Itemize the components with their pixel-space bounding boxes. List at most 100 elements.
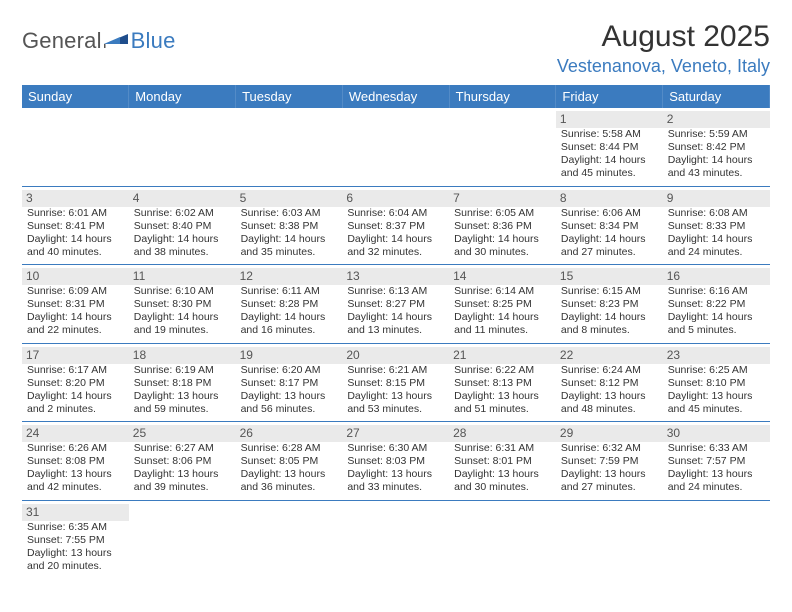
calendar-cell: 6Sunrise: 6:04 AMSunset: 8:37 PMDaylight… [342,186,449,265]
sunrise-text: Sunrise: 6:33 AM [668,442,765,455]
brand-logo: General Blue [22,28,176,54]
day1-text: Daylight: 13 hours [561,468,658,481]
day2-text: and 48 minutes. [561,403,658,416]
sunrise-text: Sunrise: 6:32 AM [561,442,658,455]
calendar-cell: 23Sunrise: 6:25 AMSunset: 8:10 PMDayligh… [663,343,770,422]
weekday-header: Wednesday [342,85,449,108]
day1-text: Daylight: 14 hours [454,311,551,324]
sunrise-text: Sunrise: 6:16 AM [668,285,765,298]
calendar-cell: 24Sunrise: 6:26 AMSunset: 8:08 PMDayligh… [22,422,129,501]
day1-text: Daylight: 14 hours [241,311,338,324]
sunrise-text: Sunrise: 6:30 AM [347,442,444,455]
day2-text: and 8 minutes. [561,324,658,337]
sunrise-text: Sunrise: 6:25 AM [668,364,765,377]
day2-text: and 2 minutes. [27,403,124,416]
calendar-cell: 25Sunrise: 6:27 AMSunset: 8:06 PMDayligh… [129,422,236,501]
day-number: 11 [129,268,236,285]
day-number: 1 [556,111,663,128]
sunset-text: Sunset: 8:28 PM [241,298,338,311]
day1-text: Daylight: 13 hours [241,468,338,481]
day2-text: and 30 minutes. [454,481,551,494]
calendar-cell: 29Sunrise: 6:32 AMSunset: 7:59 PMDayligh… [556,422,663,501]
sunrise-text: Sunrise: 6:31 AM [454,442,551,455]
weekday-header-row: Sunday Monday Tuesday Wednesday Thursday… [22,85,770,108]
brand-part2: Blue [131,28,176,54]
sunrise-text: Sunrise: 6:20 AM [241,364,338,377]
sunrise-text: Sunrise: 6:24 AM [561,364,658,377]
sunrise-text: Sunrise: 6:26 AM [27,442,124,455]
weekday-header: Monday [129,85,236,108]
day1-text: Daylight: 14 hours [241,233,338,246]
calendar-body: 1Sunrise: 5:58 AMSunset: 8:44 PMDaylight… [22,108,770,578]
day1-text: Daylight: 13 hours [27,468,124,481]
brand-part1: General [22,28,102,54]
weekday-header: Sunday [22,85,129,108]
calendar-cell: 10Sunrise: 6:09 AMSunset: 8:31 PMDayligh… [22,265,129,344]
day1-text: Daylight: 14 hours [134,233,231,246]
calendar-week: 31Sunrise: 6:35 AMSunset: 7:55 PMDayligh… [22,500,770,578]
sunset-text: Sunset: 8:03 PM [347,455,444,468]
calendar-cell: 27Sunrise: 6:30 AMSunset: 8:03 PMDayligh… [342,422,449,501]
calendar-cell [556,500,663,578]
day2-text: and 24 minutes. [668,481,765,494]
calendar-table: Sunday Monday Tuesday Wednesday Thursday… [22,85,770,578]
day-number: 9 [663,190,770,207]
sunset-text: Sunset: 8:37 PM [347,220,444,233]
calendar-cell: 26Sunrise: 6:28 AMSunset: 8:05 PMDayligh… [236,422,343,501]
calendar-cell: 4Sunrise: 6:02 AMSunset: 8:40 PMDaylight… [129,186,236,265]
calendar-cell [663,500,770,578]
calendar-cell: 13Sunrise: 6:13 AMSunset: 8:27 PMDayligh… [342,265,449,344]
sunset-text: Sunset: 8:18 PM [134,377,231,390]
weekday-header: Tuesday [236,85,343,108]
day-number: 3 [22,190,129,207]
calendar-cell: 20Sunrise: 6:21 AMSunset: 8:15 PMDayligh… [342,343,449,422]
sunset-text: Sunset: 8:30 PM [134,298,231,311]
calendar-cell: 8Sunrise: 6:06 AMSunset: 8:34 PMDaylight… [556,186,663,265]
sunset-text: Sunset: 8:12 PM [561,377,658,390]
day2-text: and 39 minutes. [134,481,231,494]
day-number: 15 [556,268,663,285]
calendar-cell [236,108,343,186]
day2-text: and 42 minutes. [27,481,124,494]
calendar-cell [129,108,236,186]
calendar-cell [342,108,449,186]
day-number: 27 [342,425,449,442]
calendar-cell [449,108,556,186]
day2-text: and 24 minutes. [668,246,765,259]
calendar-cell: 15Sunrise: 6:15 AMSunset: 8:23 PMDayligh… [556,265,663,344]
sunset-text: Sunset: 8:38 PM [241,220,338,233]
calendar-week: 1Sunrise: 5:58 AMSunset: 8:44 PMDaylight… [22,108,770,186]
sunset-text: Sunset: 8:31 PM [27,298,124,311]
calendar-cell: 2Sunrise: 5:59 AMSunset: 8:42 PMDaylight… [663,108,770,186]
day1-text: Daylight: 14 hours [668,311,765,324]
day-number: 16 [663,268,770,285]
sunset-text: Sunset: 8:06 PM [134,455,231,468]
day-number: 25 [129,425,236,442]
calendar-cell [236,500,343,578]
calendar-cell: 11Sunrise: 6:10 AMSunset: 8:30 PMDayligh… [129,265,236,344]
calendar-cell [22,108,129,186]
day-number: 31 [22,504,129,521]
calendar-cell: 17Sunrise: 6:17 AMSunset: 8:20 PMDayligh… [22,343,129,422]
weekday-header: Thursday [449,85,556,108]
sunset-text: Sunset: 8:33 PM [668,220,765,233]
calendar-cell [449,500,556,578]
day2-text: and 11 minutes. [454,324,551,337]
day1-text: Daylight: 13 hours [347,468,444,481]
sunrise-text: Sunrise: 6:08 AM [668,207,765,220]
day-number: 12 [236,268,343,285]
sunrise-text: Sunrise: 6:11 AM [241,285,338,298]
calendar-cell: 19Sunrise: 6:20 AMSunset: 8:17 PMDayligh… [236,343,343,422]
day-number: 17 [22,347,129,364]
sunset-text: Sunset: 8:41 PM [27,220,124,233]
day1-text: Daylight: 13 hours [27,547,124,560]
sunrise-text: Sunrise: 6:17 AM [27,364,124,377]
sunset-text: Sunset: 8:08 PM [27,455,124,468]
calendar-cell [342,500,449,578]
calendar-cell: 3Sunrise: 6:01 AMSunset: 8:41 PMDaylight… [22,186,129,265]
day2-text: and 33 minutes. [347,481,444,494]
sunset-text: Sunset: 8:34 PM [561,220,658,233]
sunrise-text: Sunrise: 6:02 AM [134,207,231,220]
calendar-week: 17Sunrise: 6:17 AMSunset: 8:20 PMDayligh… [22,343,770,422]
calendar-week: 3Sunrise: 6:01 AMSunset: 8:41 PMDaylight… [22,186,770,265]
